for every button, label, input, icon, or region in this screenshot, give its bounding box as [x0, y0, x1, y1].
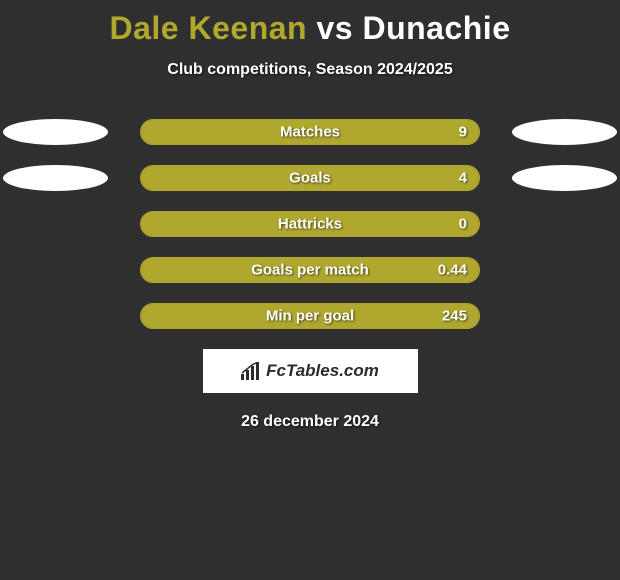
left-ellipse	[3, 119, 108, 145]
stat-label: Matches	[280, 124, 340, 141]
stat-row: Hattricks 0	[0, 211, 620, 237]
vs-separator: vs	[316, 10, 353, 46]
player1-name: Dale Keenan	[110, 10, 308, 46]
stat-bar: Goals per match 0.44	[140, 257, 480, 283]
ellipse-spacer	[3, 211, 108, 237]
chart-icon	[241, 362, 263, 380]
stat-label: Goals per match	[251, 262, 369, 279]
ellipse-spacer	[512, 257, 617, 283]
player2-name: Dunachie	[362, 10, 510, 46]
ellipse-spacer	[3, 303, 108, 329]
brand-text: FcTables.com	[266, 361, 379, 381]
stat-value: 0.44	[438, 262, 467, 279]
ellipse-spacer	[512, 211, 617, 237]
stat-bar: Matches 9	[140, 119, 480, 145]
stat-value: 9	[459, 124, 467, 141]
stat-value: 0	[459, 216, 467, 233]
page-title: Dale Keenan vs Dunachie	[0, 0, 620, 47]
stat-row: Goals 4	[0, 165, 620, 191]
stat-label: Goals	[289, 170, 331, 187]
stat-row: Matches 9	[0, 119, 620, 145]
stat-value: 245	[442, 308, 467, 325]
stat-label: Min per goal	[266, 308, 354, 325]
stat-bar: Hattricks 0	[140, 211, 480, 237]
right-ellipse	[512, 119, 617, 145]
stat-label: Hattricks	[278, 216, 342, 233]
brand-logo: FcTables.com	[203, 349, 418, 393]
ellipse-spacer	[3, 257, 108, 283]
left-ellipse	[3, 165, 108, 191]
comparison-card: Dale Keenan vs Dunachie Club competition…	[0, 0, 620, 580]
subtitle: Club competitions, Season 2024/2025	[0, 61, 620, 79]
stat-value: 4	[459, 170, 467, 187]
stat-bar: Goals 4	[140, 165, 480, 191]
stats-container: Matches 9 Goals 4 Hattricks 0 Goals per match 0…	[0, 119, 620, 329]
ellipse-spacer	[512, 303, 617, 329]
stat-bar: Min per goal 245	[140, 303, 480, 329]
date-label: 26 december 2024	[0, 413, 620, 431]
stat-row: Goals per match 0.44	[0, 257, 620, 283]
stat-row: Min per goal 245	[0, 303, 620, 329]
right-ellipse	[512, 165, 617, 191]
